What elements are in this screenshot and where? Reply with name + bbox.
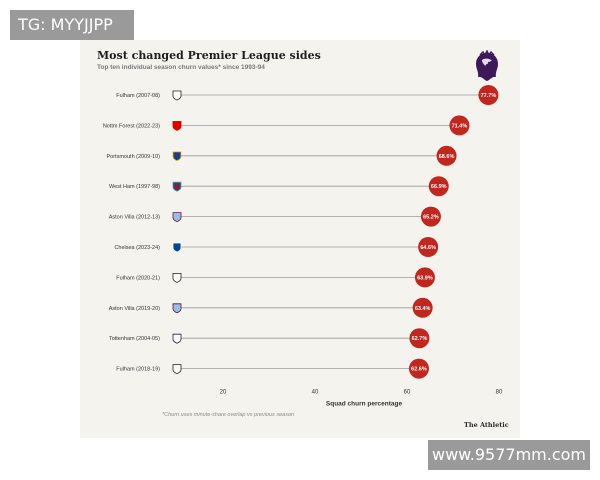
data-dot: [412, 297, 433, 318]
chart-footnote: *Churn uses minute-share overlap vs prev…: [162, 412, 295, 418]
nottm-forest-crest-icon: [172, 121, 182, 131]
chart-card: Most changed Premier League sides Top te…: [80, 40, 520, 438]
tottenham-crest-icon: [172, 333, 182, 344]
row-label: West Ham (1997-98): [109, 184, 160, 190]
row-label: Fulham (2020-21): [116, 275, 160, 281]
aston-villa-crest-icon: [172, 212, 182, 223]
aston-villa-crest-icon: [172, 303, 182, 314]
x-tick-label: 20: [220, 390, 227, 396]
chart-subtitle: Top ten individual season churn values* …: [97, 64, 265, 71]
watermark-bottom-right: www.9577mm.com: [428, 440, 590, 470]
value-label: 62.6%: [411, 367, 427, 373]
x-tick-label: 60: [404, 390, 411, 396]
data-dot: [449, 115, 470, 136]
value-label: 68.6%: [439, 154, 455, 160]
data-dot: [408, 358, 429, 379]
row-label: Aston Villa (2019-20): [109, 306, 160, 312]
row-label: Fulham (2018-19): [116, 367, 160, 373]
dot-chart: Fulham (2007-08) 77.7% Nottm Forest (2022-…: [103, 85, 503, 408]
value-label: 63.9%: [417, 275, 433, 281]
value-label: 65.2%: [423, 215, 439, 221]
data-dot: [418, 237, 439, 257]
value-label: 63.4%: [415, 306, 431, 312]
value-label: 66.9%: [431, 184, 447, 190]
value-label: 64.6%: [420, 245, 436, 251]
west-ham-crest-icon: [172, 181, 182, 192]
row-label: Nottm Forest (2022-23): [103, 123, 160, 129]
data-dot: [414, 267, 435, 288]
data-dot: [478, 85, 499, 105]
x-axis-title: Squad churn percentage: [326, 401, 403, 408]
row-label: Portsmouth (2009-10): [107, 154, 161, 160]
value-label: 77.7%: [481, 93, 497, 99]
row-label: Tottenham (2004-05): [109, 336, 160, 342]
row-label: Chelsea (2023-24): [114, 245, 160, 251]
chart-title: Most changed Premier League sides: [97, 49, 321, 62]
x-tick-label: 40: [312, 390, 319, 396]
data-dot: [436, 145, 457, 166]
fulham-crest-icon: [172, 90, 182, 101]
chelsea-crest-icon: [172, 242, 182, 253]
x-tick-label: 80: [496, 390, 503, 396]
portsmouth-crest-icon: [172, 151, 182, 162]
fulham-crest-icon: [172, 364, 182, 375]
fulham-crest-icon: [172, 272, 182, 283]
data-dot: [428, 176, 449, 197]
data-dot: [409, 328, 430, 349]
data-dot: [420, 206, 441, 227]
row-label: Aston Villa (2012-13): [109, 215, 160, 221]
value-label: 62.7%: [412, 336, 428, 342]
watermark-top-left: TG: MYYJJPP: [10, 10, 134, 40]
value-label: 71.4%: [452, 123, 468, 129]
premier-league-lion-icon: [476, 50, 498, 81]
the-athletic-logo: The Athletic: [464, 421, 509, 429]
row-label: Fulham (2007-08): [116, 93, 160, 99]
